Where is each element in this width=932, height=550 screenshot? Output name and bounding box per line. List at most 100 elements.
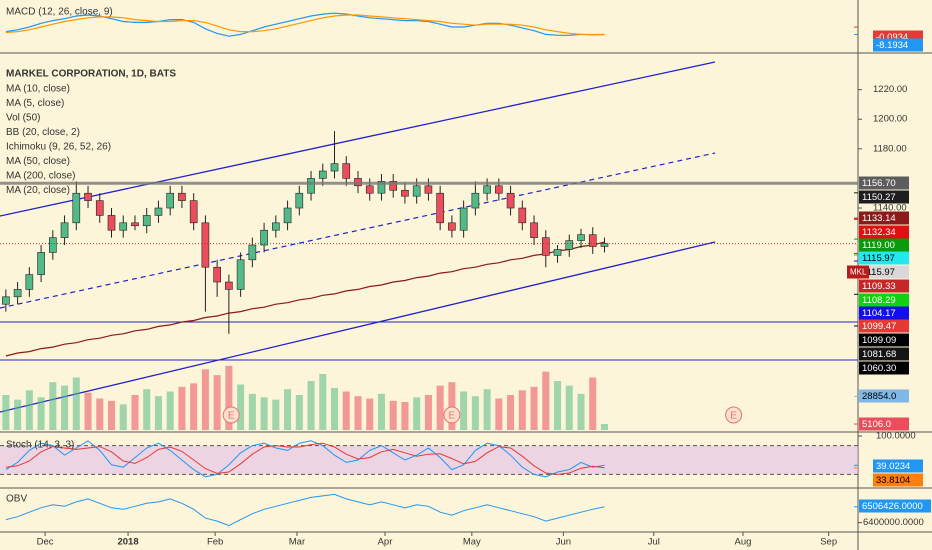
marks <box>0 12 858 527</box>
stoch-label-bg <box>873 473 923 487</box>
candle-body <box>248 244 257 261</box>
candle-body <box>201 222 210 268</box>
candle-body <box>72 192 81 224</box>
volume-bar <box>448 382 456 430</box>
price-label-bg <box>859 319 909 333</box>
volume-bar <box>554 381 562 430</box>
volume-bar <box>61 385 69 430</box>
price-label-bg <box>859 238 909 252</box>
candle-body <box>459 207 468 231</box>
stoch-line <box>5 440 605 478</box>
x-tick-label: Apr <box>378 537 393 548</box>
volume-bar <box>401 402 409 430</box>
price-label-bg <box>859 225 909 239</box>
volume-bar <box>201 369 209 430</box>
symbol-tag-bg <box>847 265 869 279</box>
volume-bar <box>342 391 350 430</box>
volume-label-bg <box>859 389 909 403</box>
volume-bar <box>190 383 198 430</box>
price-label-bg <box>859 333 909 347</box>
x-tick-label: Feb <box>207 537 223 548</box>
volume-bar <box>143 389 151 430</box>
ma-line <box>5 241 605 357</box>
price-label-bg <box>859 361 909 375</box>
candle-body <box>260 229 268 246</box>
volume-bar <box>424 395 432 430</box>
price-label-bg <box>859 306 909 320</box>
chart-title: MARKEL CORPORATION, 1D, BATS <box>6 69 176 80</box>
volume-bar <box>542 371 550 430</box>
candle-body <box>236 259 245 290</box>
volume-bar <box>577 393 585 430</box>
volume-bar <box>25 390 33 430</box>
volume-bar <box>366 398 374 430</box>
macd-legend: MACD (12, 26, close, 9) <box>6 7 113 18</box>
price-label: 1115.97 <box>862 253 895 264</box>
obv-legend: OBV <box>6 494 27 505</box>
volume-bar <box>96 398 104 430</box>
candle-body <box>48 237 57 253</box>
candle-body <box>448 222 456 231</box>
price-label-bg <box>859 265 909 279</box>
candle-body <box>213 266 221 283</box>
price-label: 1108.29 <box>862 295 896 306</box>
volume-bar <box>237 384 245 430</box>
price-label: 1133.14 <box>862 213 896 224</box>
trend-line <box>0 152 716 309</box>
candle-body <box>142 215 151 227</box>
x-tick-label: Sep <box>820 537 837 548</box>
y-tick-label: 1180.00 <box>873 143 907 154</box>
indicator-label: MA (10, close) <box>6 84 70 95</box>
candle-body <box>553 249 562 256</box>
obv-line <box>5 493 605 527</box>
candle-body <box>412 185 421 197</box>
candle-body <box>295 192 304 209</box>
candle-body <box>272 222 280 231</box>
candle-body <box>401 189 409 197</box>
candle-body <box>2 296 10 305</box>
volume-bar <box>507 395 515 430</box>
candle-body <box>25 274 34 290</box>
indicator-label: MA (50, close) <box>6 156 70 167</box>
indicator-label: Ichimoku (9, 26, 52, 26) <box>6 142 111 153</box>
candle-body <box>283 207 292 224</box>
price-label: 1150.27 <box>862 192 896 203</box>
indicator-label: Vol (50) <box>6 113 40 124</box>
price-label: 1115.97 <box>862 267 895 278</box>
candle-body <box>166 192 175 209</box>
price-label: 1060.30 <box>862 363 896 374</box>
x-tick-label: Mar <box>289 537 305 548</box>
volume-bar <box>225 365 233 430</box>
stoch-band <box>0 445 858 475</box>
volume-bar <box>483 389 491 430</box>
volume-bar <box>154 396 162 430</box>
candle-body <box>225 281 233 290</box>
candle-body <box>530 222 538 238</box>
candle-body <box>506 192 515 209</box>
volume-bar <box>178 386 186 430</box>
price-label-bg <box>859 211 909 225</box>
volume-bar <box>166 391 174 430</box>
volume-bar <box>131 395 139 430</box>
price-label: 1119.00 <box>862 240 895 251</box>
candle-body <box>436 192 444 224</box>
candle-body <box>389 181 398 191</box>
candle-body <box>565 240 574 250</box>
price-label: 1104.17 <box>862 308 896 319</box>
volume-bar <box>84 392 92 430</box>
obv-label: 6506426.0000 <box>862 501 923 512</box>
x-tick-label: Jun <box>556 537 571 548</box>
macd-label: -0.0934 <box>876 32 908 43</box>
volume-bar <box>436 385 444 430</box>
volume-bar <box>272 399 280 430</box>
trend-line <box>0 61 716 217</box>
earnings-label: E <box>730 411 737 422</box>
candle-body <box>84 192 92 201</box>
macd-line <box>5 14 605 36</box>
indicator-label: MA (200, close) <box>6 171 75 182</box>
volume-bar <box>2 395 10 430</box>
candle-body <box>600 243 609 247</box>
volume-bar <box>330 388 339 430</box>
price-label: 1099.09 <box>862 335 896 346</box>
stoch-label-bg <box>873 459 923 473</box>
